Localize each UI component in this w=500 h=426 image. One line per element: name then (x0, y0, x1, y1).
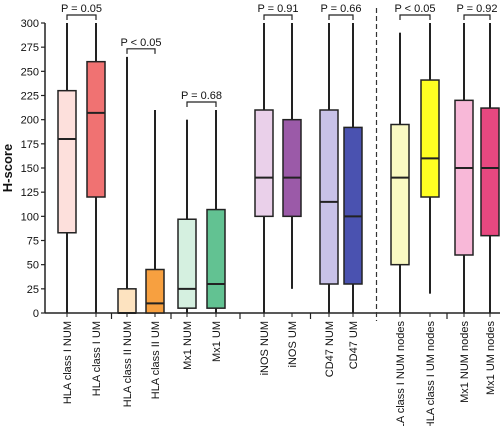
y-tick-label: 275 (21, 42, 39, 54)
box (282, 118, 302, 218)
x-tick-label: HLA class II NUM (122, 321, 134, 407)
x-tick-label: Mx1 NUM (182, 321, 194, 370)
y-tick-label: 0 (33, 308, 39, 320)
box (117, 288, 137, 314)
p-bracket (263, 14, 293, 20)
x-tick-label: HLA class I NUM nodes (395, 321, 407, 426)
box (420, 79, 440, 198)
y-tick-label: 200 (21, 115, 39, 127)
x-tick-label: CD47 UM (348, 321, 360, 369)
y-tick-label: 175 (21, 139, 39, 151)
y-tick-label: 250 (21, 66, 39, 78)
x-tick-label: HLA class I NUM (62, 321, 74, 404)
y-tick-label: 100 (21, 211, 39, 223)
x-tick-label: iNOS UM (287, 321, 299, 367)
p-value: P = 0.66 (320, 3, 361, 15)
box (454, 99, 474, 256)
x-tick-label: Mx1 NUM nodes (459, 321, 471, 403)
x-tick-label: HLA class II UM (150, 321, 162, 399)
y-tick-label: 75 (27, 236, 39, 248)
p-bracket (66, 14, 97, 20)
box (343, 126, 363, 285)
y-tick-label: 125 (21, 187, 39, 199)
p-bracket (186, 101, 217, 107)
p-value: P < 0.05 (120, 37, 161, 49)
y-tick-label: 300 (21, 18, 39, 30)
p-bracket (399, 14, 431, 20)
p-value: P = 0.68 (181, 90, 222, 102)
p-value: P = 0.91 (257, 3, 298, 15)
p-value: P = 0.92 (456, 3, 497, 15)
x-tick-label: HLA class I UM (91, 321, 103, 396)
box (86, 60, 106, 198)
box (145, 268, 165, 314)
y-tick-label: 150 (21, 163, 39, 175)
box (319, 109, 339, 285)
x-tick-label: iNOS NUM (259, 321, 271, 375)
x-tick-label: Mx1 UM nodes (485, 321, 497, 395)
y-axis-label: H-score (0, 144, 15, 192)
box (480, 107, 500, 237)
p-value: P = 0.05 (61, 3, 102, 15)
x-tick-label: CD47 NUM (324, 321, 336, 377)
p-bracket (126, 48, 156, 54)
p-bracket (328, 14, 354, 20)
p-bracket (463, 14, 491, 20)
p-value: P < 0.05 (394, 3, 435, 15)
box (206, 208, 226, 309)
y-tick-label: 25 (27, 284, 39, 296)
box (177, 218, 197, 309)
x-tick-label: Mx1 UM (211, 321, 223, 362)
x-tick-label: HLA class I UM nodes (425, 321, 437, 426)
box (254, 109, 274, 218)
y-tick-label: 225 (21, 91, 39, 103)
y-tick-label: 50 (27, 260, 39, 272)
box (57, 89, 77, 234)
box (390, 123, 410, 266)
